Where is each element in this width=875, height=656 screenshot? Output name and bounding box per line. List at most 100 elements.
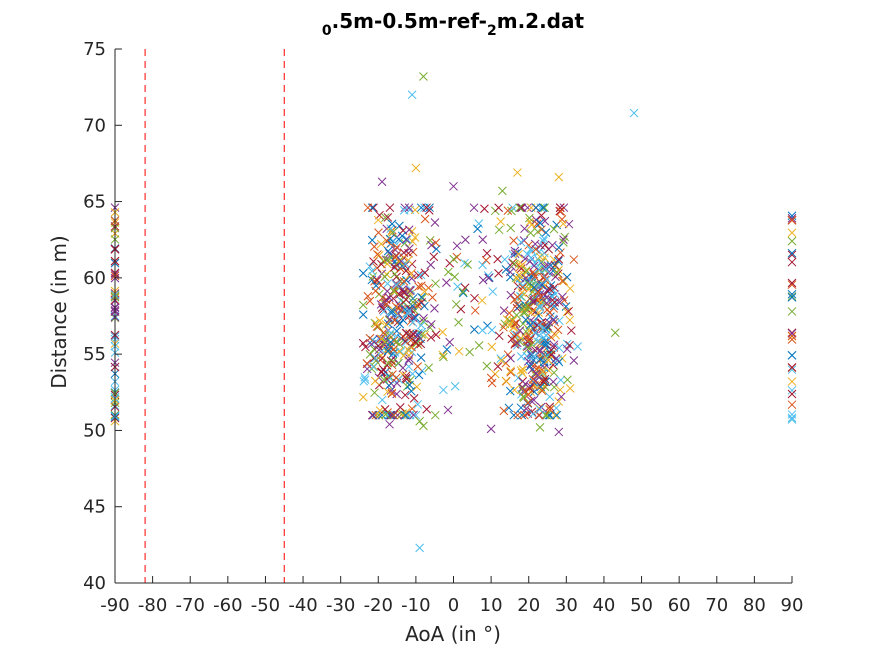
x-tick-label: -80 xyxy=(138,595,167,616)
data-point xyxy=(538,272,548,282)
data-point xyxy=(506,290,516,300)
data-point xyxy=(395,319,405,329)
data-point xyxy=(377,367,387,377)
data-point xyxy=(401,410,410,420)
data-point xyxy=(382,236,392,246)
data-point xyxy=(377,177,387,187)
data-point xyxy=(413,331,423,340)
data-point xyxy=(497,356,506,366)
data-point xyxy=(565,315,575,325)
data-point xyxy=(520,307,530,317)
data-point xyxy=(499,306,509,315)
data-point xyxy=(548,295,557,305)
data-point xyxy=(530,272,540,282)
data-point xyxy=(420,330,430,340)
data-point xyxy=(428,293,437,302)
data-point xyxy=(367,266,377,276)
data-point xyxy=(559,235,568,245)
data-point xyxy=(422,404,432,414)
data-point xyxy=(426,319,436,329)
data-point xyxy=(530,239,540,249)
data-point xyxy=(787,331,797,341)
data-point xyxy=(518,283,528,292)
data-point xyxy=(517,410,527,420)
x-tick-label: -30 xyxy=(326,595,355,616)
data-point xyxy=(373,341,383,351)
data-point xyxy=(549,368,559,378)
y-tick-label: 40 xyxy=(83,573,106,594)
data-point xyxy=(376,239,386,249)
data-point xyxy=(372,275,382,285)
data-point xyxy=(787,400,797,410)
data-point xyxy=(394,375,404,384)
data-point xyxy=(520,224,529,234)
data-point xyxy=(521,386,530,396)
data-point xyxy=(506,223,516,233)
data-point xyxy=(400,203,410,213)
data-point xyxy=(404,225,414,235)
data-point xyxy=(530,258,540,268)
data-point xyxy=(370,353,380,363)
data-point xyxy=(499,322,508,332)
data-point xyxy=(416,320,426,330)
axes xyxy=(114,48,793,584)
data-point xyxy=(555,385,565,395)
data-point xyxy=(460,283,470,293)
x-tick-label: -90 xyxy=(100,595,129,616)
data-point xyxy=(524,331,534,341)
data-point xyxy=(487,342,497,352)
data-point xyxy=(383,346,393,356)
data-point xyxy=(388,228,398,237)
data-point xyxy=(532,364,541,374)
data-point xyxy=(381,346,391,356)
data-point xyxy=(610,328,620,338)
data-point xyxy=(518,319,528,329)
data-point xyxy=(398,285,407,294)
data-point xyxy=(424,363,434,373)
data-point xyxy=(523,337,533,346)
data-point xyxy=(405,380,414,390)
y-tick-label: 70 xyxy=(83,115,106,136)
data-point xyxy=(358,300,368,310)
data-point xyxy=(400,390,410,400)
data-point xyxy=(401,275,411,285)
data-point xyxy=(555,206,565,216)
x-tick-label: 30 xyxy=(555,595,578,616)
data-point xyxy=(399,287,408,297)
data-point xyxy=(363,203,373,213)
data-point xyxy=(399,277,409,286)
data-point xyxy=(386,328,396,338)
data-point xyxy=(383,358,393,368)
data-point xyxy=(389,410,399,420)
data-point xyxy=(419,72,428,81)
data-point xyxy=(408,318,418,327)
data-point xyxy=(413,400,423,409)
x-tick-label: 80 xyxy=(743,595,766,616)
data-point xyxy=(401,328,411,338)
data-point xyxy=(377,410,387,420)
data-point xyxy=(629,108,639,118)
data-point xyxy=(426,333,436,342)
data-point xyxy=(451,299,461,309)
data-point xyxy=(539,234,549,243)
data-point xyxy=(392,243,402,252)
data-point xyxy=(545,405,555,414)
data-point xyxy=(527,339,537,349)
data-point xyxy=(510,249,520,259)
data-point xyxy=(787,389,797,399)
data-point xyxy=(787,216,797,225)
data-point xyxy=(558,219,568,229)
data-point xyxy=(516,237,526,247)
data-point xyxy=(420,287,429,296)
data-point xyxy=(487,325,497,335)
data-point xyxy=(505,267,515,277)
data-point xyxy=(516,333,526,343)
x-axis-label: AoA (in °) xyxy=(405,622,501,646)
data-point xyxy=(551,330,560,340)
data-point xyxy=(402,371,411,380)
y-tick-labels: 40 45 50 55 60 65 70 75 xyxy=(83,39,106,594)
data-point xyxy=(488,287,498,296)
data-point xyxy=(388,345,398,354)
data-point xyxy=(383,387,392,397)
